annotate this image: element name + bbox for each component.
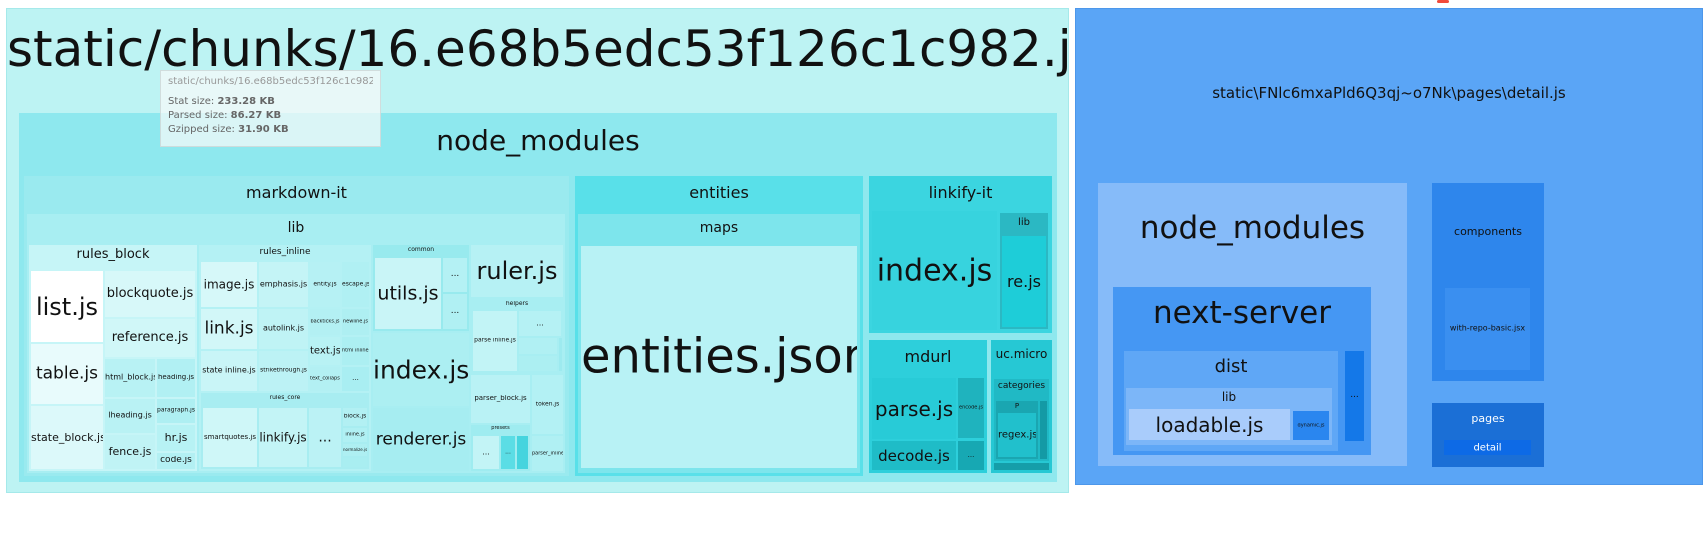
uc-micro-label: uc.micro [995,348,1048,361]
heading-js[interactable]: heading.js [157,359,195,397]
utils-js[interactable]: utils.js [375,258,441,329]
ruler-js[interactable]: ruler.js [471,245,563,297]
re-js[interactable]: re.js [1002,236,1046,327]
block-js[interactable]: block.js [343,408,367,426]
pages-label: pages [1471,413,1505,425]
smartquotes-js[interactable]: smartquotes.js [203,408,257,467]
linkify-lib-label: lib [1018,217,1030,228]
parser-inline-js[interactable]: parser_inline.js [532,436,563,471]
node-modules-left-label: node_modules [436,125,640,157]
text-collapse-js[interactable]: text_collapse.js [310,367,340,391]
hr-js[interactable]: hr.js [157,425,195,451]
reference-js[interactable]: reference.js [105,319,195,357]
rules-inline-label: rules_inline [259,247,311,257]
helpers-label: helpers [505,301,529,307]
inline-js[interactable]: inline.js [343,428,367,442]
common-label: common [407,247,435,253]
next-server-more[interactable]: ... [1345,351,1364,441]
with-repo-basic-jsx[interactable]: with-repo-basic.jsx [1445,288,1530,370]
state-inline-js[interactable]: state inline.js [201,351,257,391]
fence-js[interactable]: fence.js [105,435,155,469]
mdurl-more[interactable]: ... [958,441,984,470]
uc-small-2[interactable] [994,463,1049,470]
text-js[interactable]: text.js [310,337,340,365]
helpers-small-2[interactable] [519,356,557,371]
tiny-core[interactable] [343,458,367,467]
presets-small-1[interactable]: ... [501,436,515,469]
dist-lib-label: lib [1221,391,1237,404]
parse-js[interactable]: parse.js [872,378,956,439]
backticks-js[interactable]: backticks.js [310,309,340,335]
parser-block-js[interactable]: parser_block.js [471,375,530,423]
node-modules-right-label: node_modules [1139,211,1366,246]
small-inline[interactable]: ... [342,367,369,391]
dist-label: dist [1214,357,1248,377]
list-js[interactable]: list.js [31,271,103,342]
common-more-2[interactable]: ... [443,294,467,329]
code-js[interactable]: code.js [157,453,195,469]
emphasis-js[interactable]: emphasis.js [259,262,308,307]
escape-js[interactable]: escape.js [342,262,369,307]
maps-label: maps [699,220,739,236]
normalize-js[interactable]: normalize.js [343,444,367,456]
rules-block-label: rules_block [76,248,150,262]
chunk-detail-label: static\FNlc6mxaPld6Q3qj~o7Nk\pages\detai… [1212,85,1566,102]
uc-small-1[interactable] [1040,401,1047,459]
presets-more[interactable]: ... [473,436,499,469]
loadable-js[interactable]: loadable.js [1129,409,1290,440]
state-block-js[interactable]: state_block.js [31,406,103,469]
entity-js[interactable]: entity.js [310,262,340,307]
markdown-it-lib-label: lib [287,220,305,236]
size-tooltip: static/chunks/16.e68b5edc53f126c1c982.js… [160,70,381,147]
linkify-js[interactable]: linkify.js [259,408,307,467]
html-block-js[interactable]: html_block.js [105,359,155,397]
decode-js[interactable]: decode.js [872,441,956,470]
chunk-16-label: static/chunks/16.e68b5edc53f126c1c982.js [7,21,1068,78]
categories-label: categories [997,381,1046,391]
image-js[interactable]: image.js [201,262,257,307]
regex-js[interactable]: regex.js [998,413,1036,457]
helpers-small-3[interactable] [559,338,562,371]
presets-small-2[interactable] [517,436,528,469]
next-server-label: next-server [1153,296,1331,331]
mdurl-label: mdurl [904,348,952,366]
table-js[interactable]: table.js [31,344,103,404]
pages-folder[interactable]: pages [1432,403,1544,467]
strikethrough-js[interactable]: strikethrough.js [259,351,308,391]
corner-mark [1437,0,1449,3]
token-js[interactable]: token.js [532,375,563,434]
blockquote-js[interactable]: blockquote.js [105,271,195,317]
autolink-js[interactable]: autolink.js [259,309,308,349]
html-inline-js[interactable]: html inline.js [342,337,369,365]
p-label: P [1014,402,1020,410]
paragraph-js[interactable]: paragraph.js [157,399,195,423]
markdown-index-js[interactable]: index.js [373,333,469,406]
linkify-index-js[interactable]: index.js [872,211,997,330]
presets-label: presets [491,426,510,431]
newline-js[interactable]: newline.js [342,309,369,335]
common-more-1[interactable]: ... [443,258,467,292]
link-js[interactable]: link.js [201,309,257,349]
encode-js[interactable]: encode.js [958,378,984,438]
components-label: components [1454,226,1522,238]
entities-json[interactable]: entities.json [581,246,857,468]
rules-core-label: rules_core [269,395,301,401]
dynamic-js[interactable]: dynamic.js [1293,411,1329,440]
lheading-js[interactable]: lheading.js [105,399,155,433]
linkify-it-label: linkify-it [928,184,993,202]
detail-page[interactable]: detail [1444,440,1531,455]
renderer-js[interactable]: renderer.js [373,408,469,471]
parse-link-js[interactable]: parse inline.js [473,311,517,371]
entities-label: entities [689,184,749,202]
helpers-small-1[interactable] [519,338,557,354]
markdown-it-label: markdown-it [246,184,347,202]
more-core[interactable]: ... [309,408,341,467]
helpers-more[interactable]: ... [519,311,561,336]
